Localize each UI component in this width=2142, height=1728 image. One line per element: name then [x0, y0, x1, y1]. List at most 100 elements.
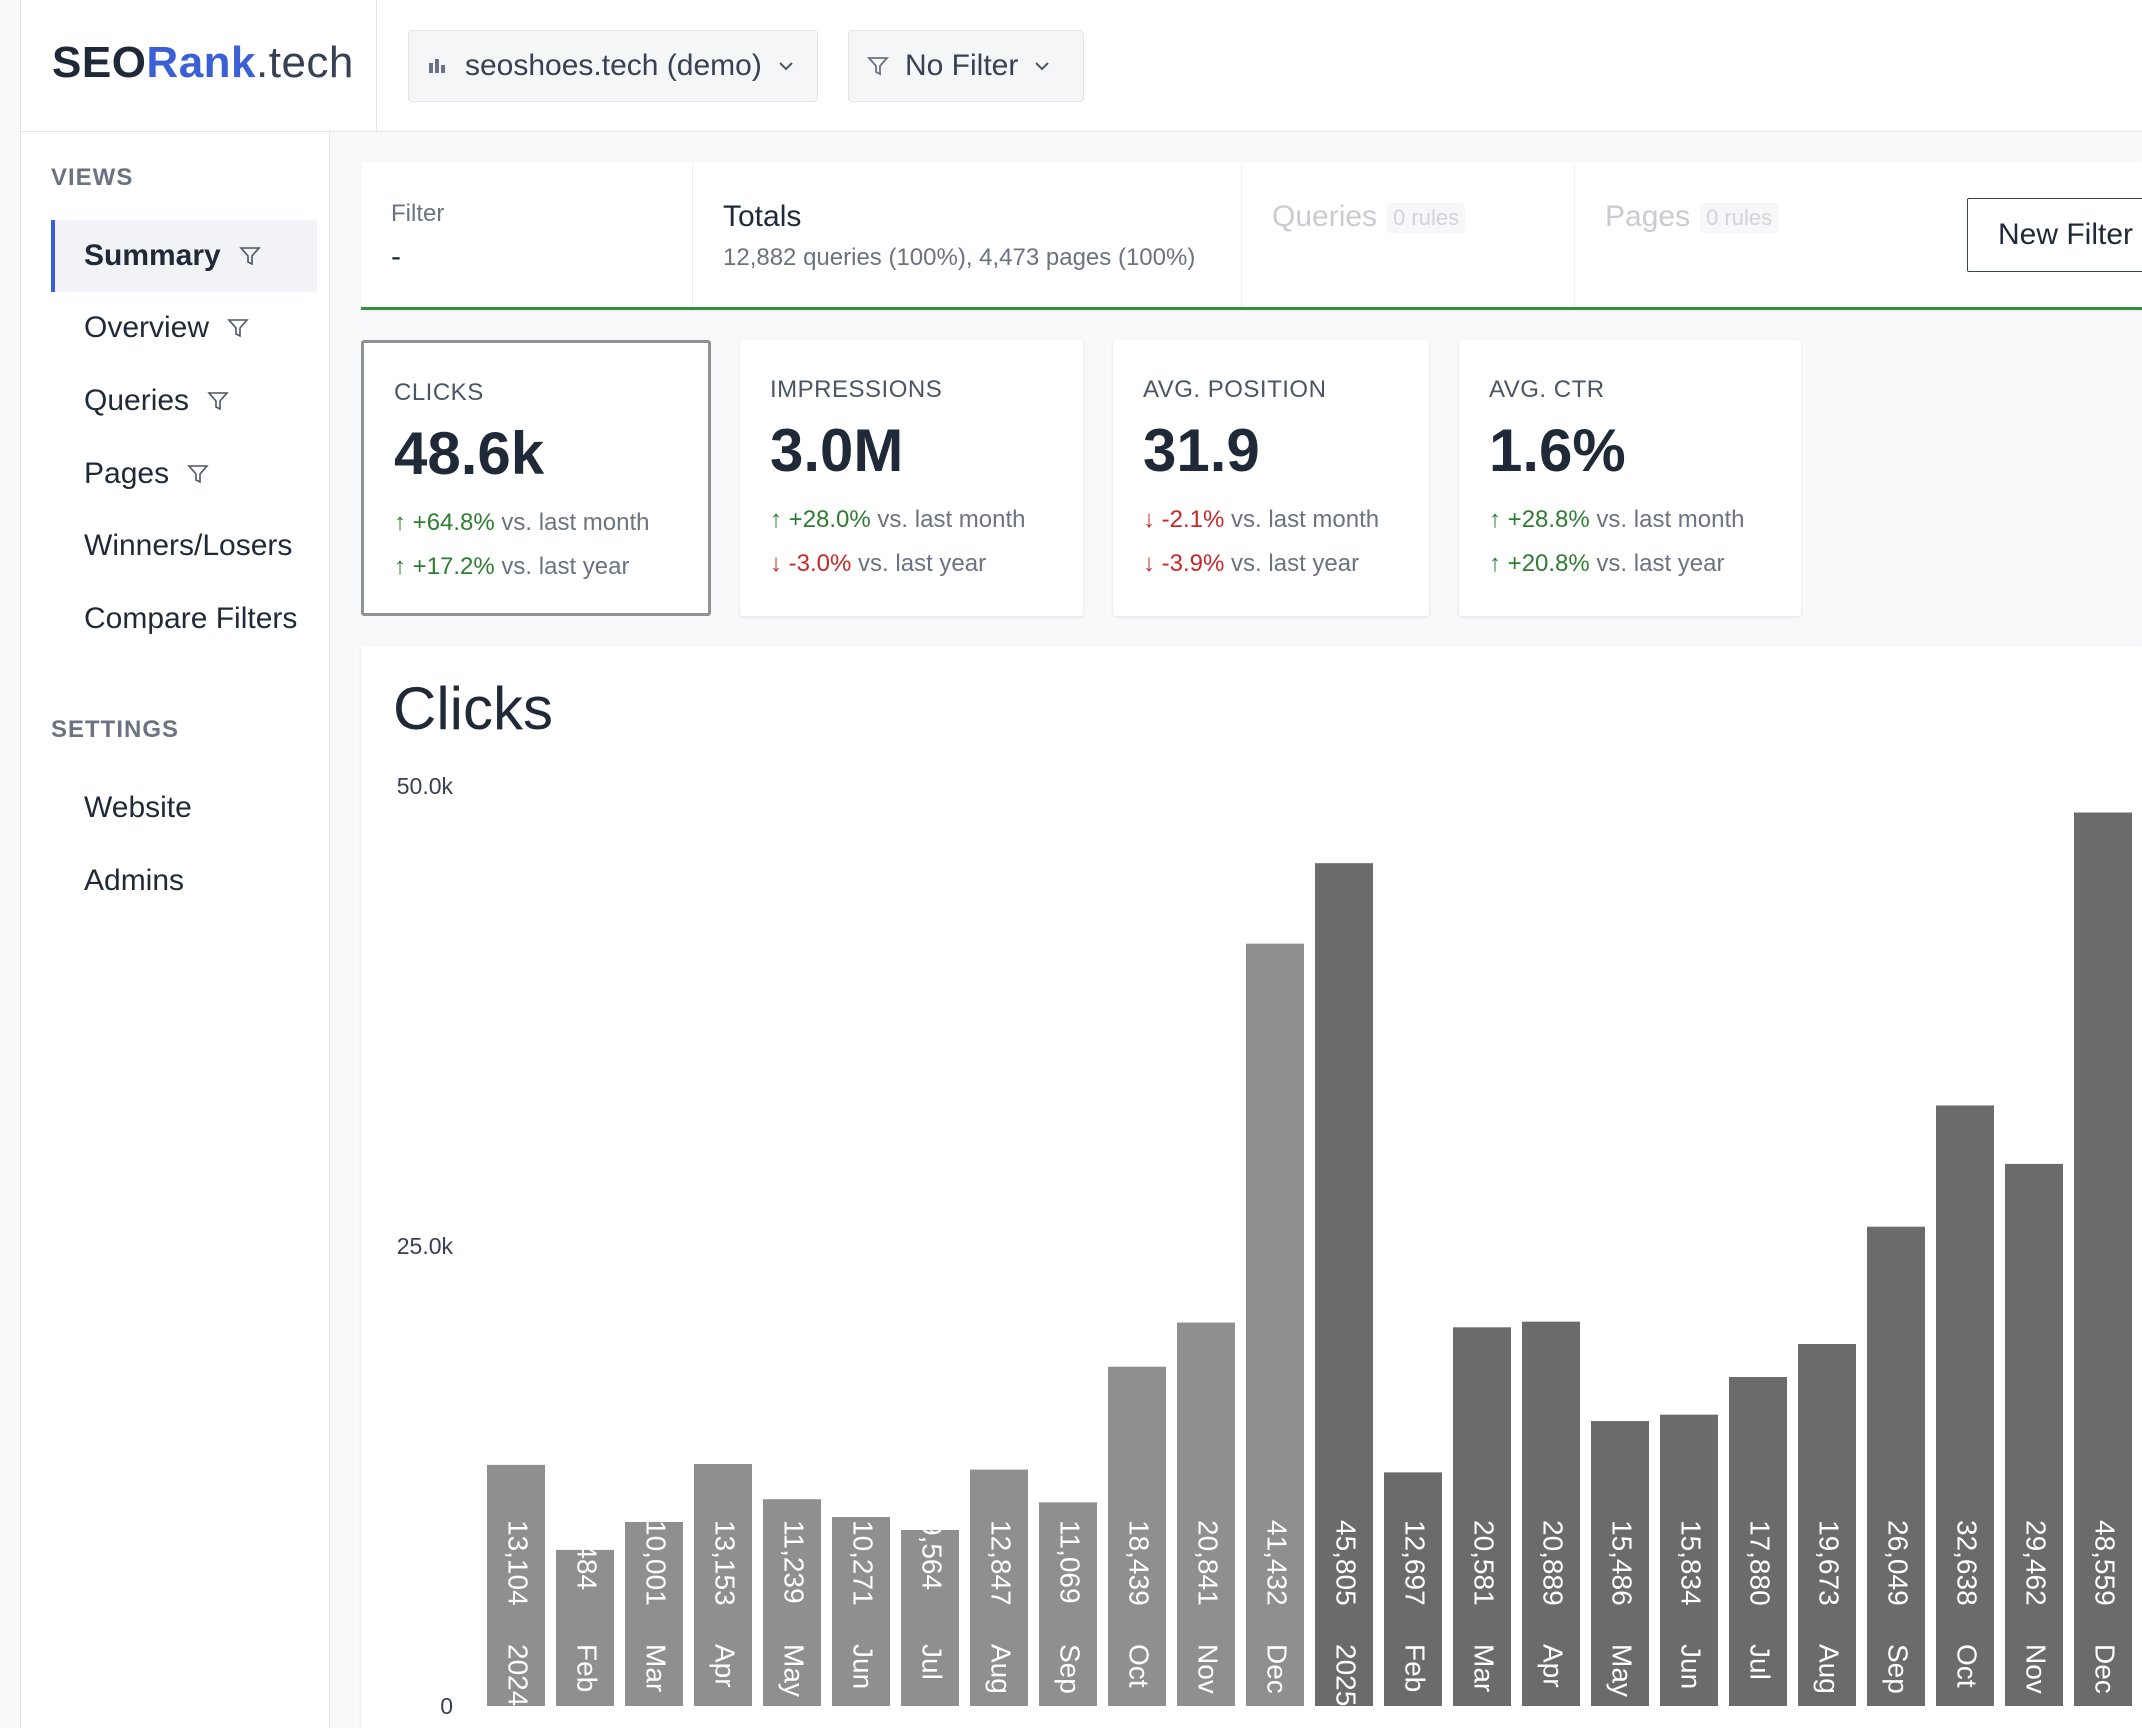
chart-bar[interactable] [1936, 1105, 1994, 1706]
filter-icon [867, 55, 889, 77]
chart-bar[interactable] [901, 1530, 959, 1706]
month-suffix: vs. last month [1231, 506, 1380, 533]
bar-data-label: 32,638 [1952, 1520, 1983, 1606]
bar-data-label: 48,559 [2090, 1520, 2121, 1606]
x-category-label: Jun [848, 1644, 879, 1689]
brand-part-3: .tech [256, 38, 354, 87]
bar-data-label: 20,841 [1193, 1520, 1224, 1606]
chart-bar[interactable] [832, 1517, 890, 1706]
month-suffix: vs. last month [501, 509, 650, 536]
sidebar-item-admins[interactable]: Admins [51, 845, 317, 917]
chart-bar[interactable] [1108, 1366, 1166, 1706]
bar-data-label: 13,104 [503, 1520, 534, 1606]
bar-data-label: 11,069 [1055, 1520, 1086, 1604]
x-category-label: Mar [1469, 1644, 1500, 1692]
filter-label: Filter [391, 200, 445, 227]
x-category-label: Apr [710, 1644, 741, 1688]
bar-data-label: 12,847 [986, 1520, 1017, 1606]
chart-bar[interactable] [1522, 1321, 1580, 1706]
filter-cell[interactable]: Filter - [361, 162, 693, 307]
metric-card-clicks[interactable]: CLICKS 48.6k ↑ +64.8% vs. last month ↑ +… [361, 340, 711, 616]
settings-heading: SETTINGS [51, 716, 180, 743]
totals-cell[interactable]: Totals 12,882 queries (100%), 4,473 page… [693, 162, 1242, 307]
chart-bar[interactable] [1591, 1421, 1649, 1706]
chart-bar[interactable] [970, 1469, 1028, 1706]
bar-chart-icon [427, 55, 449, 77]
sidebar-item-label: Queries [84, 384, 190, 417]
x-category-label: Aug [1814, 1644, 1845, 1694]
bar-data-label: 11,239 [779, 1520, 810, 1604]
sidebar-item-label: Compare Filters [84, 602, 298, 635]
arrow-up-icon: ↑ [394, 553, 406, 580]
year-change: -3.0% [788, 550, 852, 577]
filter-bar: Filter - Totals 12,882 queries (100%), 4… [361, 162, 2142, 310]
month-change: +28.0% [788, 506, 871, 533]
top-bar: SEORank.tech seoshoes.tech (demo) No Fil… [20, 0, 2142, 132]
chart-bar[interactable] [487, 1464, 545, 1706]
month-suffix: vs. last month [877, 506, 1026, 533]
filter-selector[interactable]: No Filter [848, 30, 1084, 102]
sidebar-item-queries[interactable]: Queries [51, 365, 317, 437]
pages-filter-label: Pages 0 rules [1605, 200, 1779, 234]
sidebar-item-website[interactable]: Website [51, 772, 317, 844]
sidebar-item-winners-losers[interactable]: Winners/Losers [51, 510, 317, 582]
pages-filter-cell[interactable]: Pages 0 rules [1575, 162, 1935, 307]
year-comparison: ↑ +17.2% vs. last year [394, 553, 629, 581]
chart-bar[interactable] [2074, 812, 2132, 1706]
bar-data-label: 29,462 [2021, 1520, 2052, 1606]
new-filter-button[interactable]: New Filter [1967, 198, 2142, 272]
card-value: 48.6k [394, 420, 545, 487]
month-comparison: ↑ +28.0% vs. last month [770, 506, 1025, 534]
brand-logo[interactable]: SEORank.tech [52, 38, 354, 88]
pages-label: Pages [1605, 200, 1691, 233]
sidebar-item-pages[interactable]: Pages [51, 438, 317, 510]
bar-data-label: 20,581 [1469, 1520, 1500, 1606]
chevron-down-icon [776, 56, 796, 76]
year-change: -3.9% [1161, 550, 1225, 577]
year-comparison: ↓ -3.0% vs. last year [770, 550, 986, 578]
sidebar-item-label: Summary [84, 239, 221, 272]
x-category-label: 2025 [1331, 1644, 1362, 1706]
chart-bar[interactable] [625, 1521, 683, 1706]
queries-filter-label: Queries 0 rules [1272, 200, 1466, 234]
filter-icon [238, 245, 261, 267]
clicks-chart-panel: Clicks 0 25.0k 50.0k 13,104 2024 8,484 Feb 10,0… [361, 646, 2142, 1728]
queries-rules-badge: 0 rules [1387, 203, 1466, 234]
arrow-up-icon: ↑ [394, 509, 406, 536]
site-selector[interactable]: seoshoes.tech (demo) [408, 30, 818, 102]
chart-bar[interactable] [1315, 863, 1373, 1706]
pages-rules-badge: 0 rules [1700, 203, 1779, 234]
metric-card-avg-ctr[interactable]: AVG. CTR 1.6% ↑ +28.8% vs. last month ↑ … [1459, 340, 1801, 616]
chart-bar[interactable] [1384, 1472, 1442, 1706]
chart-bar[interactable] [1246, 943, 1304, 1706]
month-change: +64.8% [412, 509, 495, 536]
chart-bar[interactable] [1453, 1327, 1511, 1706]
metric-card-impressions[interactable]: IMPRESSIONS 3.0M ↑ +28.0% vs. last month… [740, 340, 1083, 616]
chart-bar[interactable] [694, 1463, 752, 1706]
sidebar-item-compare-filters[interactable]: Compare Filters [51, 583, 317, 655]
queries-filter-cell[interactable]: Queries 0 rules [1242, 162, 1575, 307]
chart-bar[interactable] [1867, 1226, 1925, 1706]
sidebar-item-overview[interactable]: Overview [51, 292, 317, 364]
chart-bar[interactable] [763, 1499, 821, 1706]
chart-bar[interactable] [1729, 1377, 1787, 1706]
chart-bar[interactable] [1660, 1414, 1718, 1706]
bar-data-label: 13,153 [710, 1520, 741, 1606]
sidebar-item-summary[interactable]: Summary [51, 220, 317, 292]
bar-data-label: 45,805 [1331, 1520, 1362, 1606]
month-change: -2.1% [1161, 506, 1225, 533]
bar-data-label: 20,889 [1538, 1520, 1569, 1606]
queries-label: Queries [1272, 200, 1378, 233]
chart-bar[interactable] [1039, 1502, 1097, 1706]
chart-bar[interactable] [556, 1549, 614, 1706]
chart-bar[interactable] [1798, 1344, 1856, 1706]
chart-bar[interactable] [2005, 1163, 2063, 1706]
month-comparison: ↑ +28.8% vs. last month [1489, 506, 1744, 534]
bar-data-label: 8,484 [572, 1520, 603, 1590]
brand-part-2: Rank [146, 38, 257, 87]
x-category-label: Dec [1262, 1644, 1293, 1694]
chart-bar[interactable] [1177, 1322, 1235, 1706]
card-title: AVG. POSITION [1143, 376, 1327, 403]
metric-card-avg-position[interactable]: AVG. POSITION 31.9 ↓ -2.1% vs. last mont… [1113, 340, 1429, 616]
y-tick-label: 0 [440, 1693, 453, 1719]
